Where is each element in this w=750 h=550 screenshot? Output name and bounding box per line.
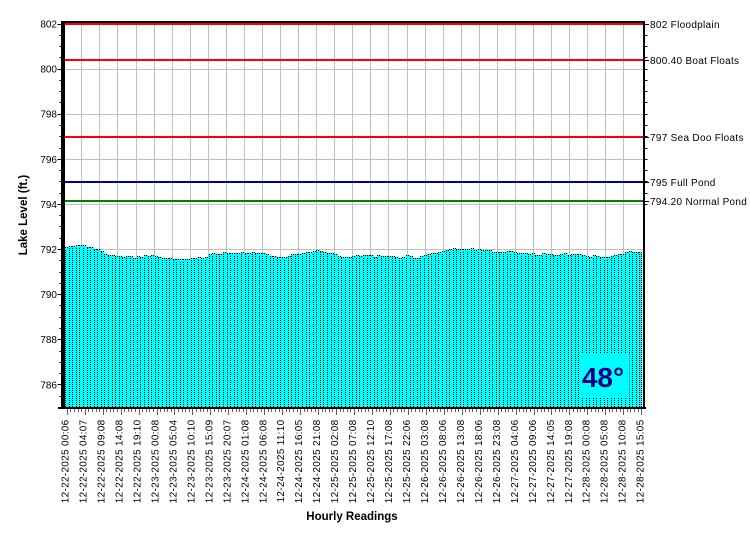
svg-text:12-22-2025 14:08: 12-22-2025 14:08 [115,419,126,503]
svg-text:794: 794 [40,200,57,211]
svg-text:12-23-2025 10:10: 12-23-2025 10:10 [186,419,197,503]
svg-text:788: 788 [40,335,57,346]
svg-text:12-22-2025 19:10: 12-22-2025 19:10 [133,419,144,503]
svg-text:12-27-2025 14:05: 12-27-2025 14:05 [546,419,557,503]
svg-text:12-25-2025 07:08: 12-25-2025 07:08 [348,419,359,503]
svg-text:802 Floodplain: 802 Floodplain [650,20,720,31]
svg-text:12-25-2025 12:10: 12-25-2025 12:10 [366,419,377,503]
svg-text:786: 786 [40,380,57,391]
svg-text:794.20 Normal Pond: 794.20 Normal Pond [650,197,747,208]
svg-text:Lake Level (ft.): Lake Level (ft.) [18,175,30,256]
svg-text:797 Sea Doo Floats: 797 Sea Doo Floats [650,133,744,144]
svg-text:12-25-2025 17:08: 12-25-2025 17:08 [384,419,395,503]
svg-text:800: 800 [40,65,57,76]
svg-text:796: 796 [40,155,57,166]
svg-text:12-22-2025 09:08: 12-22-2025 09:08 [97,419,108,503]
svg-text:12-24-2025 01:08: 12-24-2025 01:08 [240,419,251,503]
svg-text:12-26-2025 13:08: 12-26-2025 13:08 [456,419,467,503]
svg-text:12-22-2025 00:06: 12-22-2025 00:06 [61,419,72,503]
svg-text:12-26-2025 18:06: 12-26-2025 18:06 [474,419,485,503]
svg-text:12-25-2025 22:06: 12-25-2025 22:06 [402,419,413,503]
svg-text:48°: 48° [582,362,624,393]
svg-text:Hourly Readings: Hourly Readings [306,511,397,523]
svg-text:12-27-2025 09:06: 12-27-2025 09:06 [528,419,539,503]
svg-text:12-22-2025 04:07: 12-22-2025 04:07 [79,419,90,503]
svg-text:12-23-2025 15:09: 12-23-2025 15:09 [204,419,215,503]
svg-text:12-26-2025 08:06: 12-26-2025 08:06 [438,419,449,503]
svg-text:800.40 Boat Floats: 800.40 Boat Floats [650,56,739,67]
svg-text:792: 792 [40,245,57,256]
svg-text:12-26-2025 23:08: 12-26-2025 23:08 [492,419,503,503]
svg-text:12-26-2025 03:08: 12-26-2025 03:08 [420,419,431,503]
svg-text:12-28-2025 15:05: 12-28-2025 15:05 [636,419,647,503]
svg-text:12-23-2025 05:04: 12-23-2025 05:04 [168,419,179,503]
svg-text:790: 790 [40,290,57,301]
svg-text:802: 802 [40,20,57,31]
svg-text:12-24-2025 11:10: 12-24-2025 11:10 [276,419,287,502]
svg-text:12-24-2025 06:08: 12-24-2025 06:08 [258,419,269,503]
svg-text:12-24-2025 16:05: 12-24-2025 16:05 [294,419,305,503]
svg-text:798: 798 [40,110,57,121]
svg-text:12-25-2025 02:08: 12-25-2025 02:08 [330,419,341,503]
svg-text:12-28-2025 10:08: 12-28-2025 10:08 [618,419,629,503]
svg-text:12-28-2025 05:08: 12-28-2025 05:08 [600,419,611,503]
svg-text:12-23-2025 20:07: 12-23-2025 20:07 [222,419,233,503]
svg-text:12-27-2025 04:06: 12-27-2025 04:06 [510,419,521,503]
svg-text:795 Full Pond: 795 Full Pond [650,178,716,189]
svg-text:12-23-2025 00:08: 12-23-2025 00:08 [150,419,161,503]
svg-text:12-28-2025 00:08: 12-28-2025 00:08 [582,419,593,503]
svg-text:12-27-2025 19:08: 12-27-2025 19:08 [564,419,575,503]
svg-text:12-24-2025 21:08: 12-24-2025 21:08 [312,419,323,503]
